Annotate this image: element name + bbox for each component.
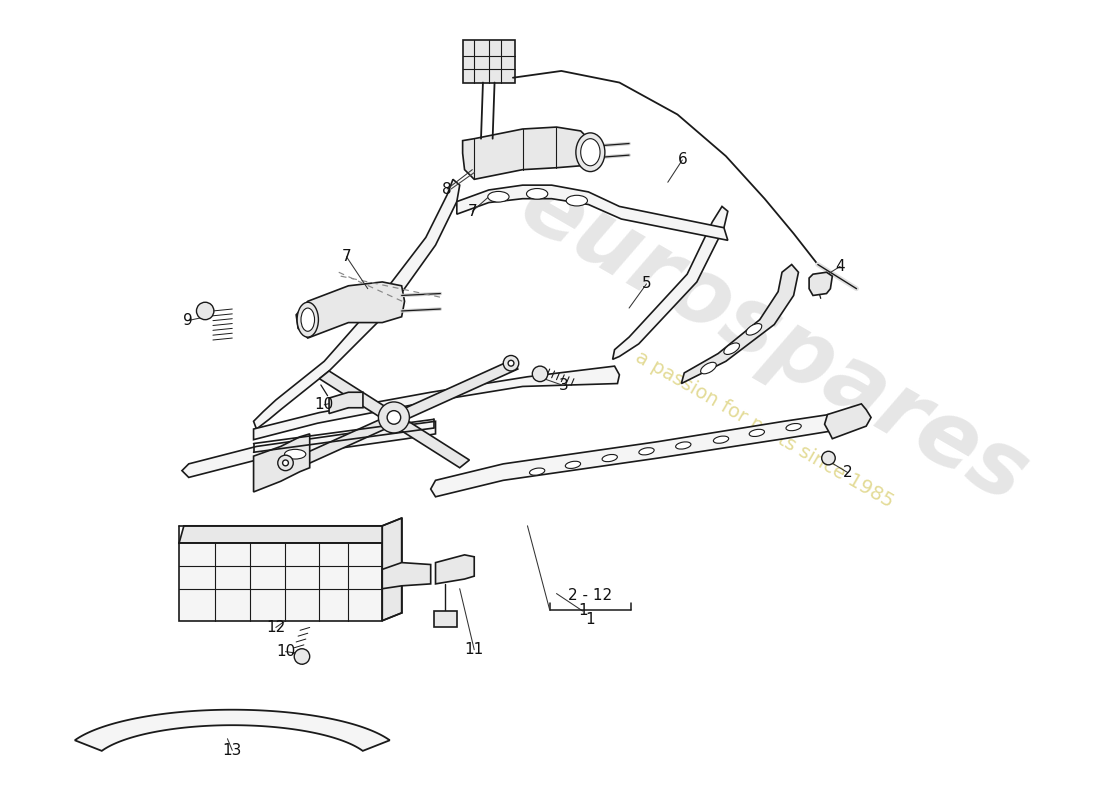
Ellipse shape (301, 308, 315, 331)
Circle shape (294, 649, 310, 664)
Text: 2: 2 (843, 465, 852, 480)
Polygon shape (383, 518, 402, 621)
Text: 10: 10 (276, 644, 295, 659)
Text: 7: 7 (342, 250, 351, 264)
Ellipse shape (487, 191, 509, 202)
Text: a passion for parts since 1985: a passion for parts since 1985 (632, 347, 896, 511)
Polygon shape (280, 359, 518, 470)
Circle shape (278, 455, 294, 470)
Polygon shape (433, 611, 456, 627)
Text: 9: 9 (183, 313, 192, 328)
Polygon shape (383, 562, 431, 589)
Polygon shape (681, 265, 799, 383)
Text: 3: 3 (559, 378, 568, 393)
Polygon shape (613, 206, 728, 359)
Circle shape (532, 366, 548, 382)
Polygon shape (463, 40, 515, 82)
Polygon shape (431, 410, 866, 497)
Ellipse shape (529, 468, 544, 475)
Polygon shape (463, 127, 591, 179)
Ellipse shape (746, 323, 762, 335)
Text: 4: 4 (835, 259, 845, 274)
Circle shape (508, 360, 514, 366)
Text: 6: 6 (678, 153, 688, 167)
Polygon shape (810, 272, 833, 295)
Ellipse shape (576, 133, 605, 171)
Text: 10: 10 (315, 398, 333, 412)
Polygon shape (436, 555, 474, 584)
Text: 2 - 12: 2 - 12 (569, 588, 613, 603)
Text: 11: 11 (464, 642, 484, 657)
Ellipse shape (285, 450, 306, 459)
Ellipse shape (675, 442, 691, 449)
Circle shape (504, 355, 519, 371)
Circle shape (283, 460, 288, 466)
Circle shape (387, 410, 400, 424)
Ellipse shape (566, 195, 587, 206)
Polygon shape (254, 434, 310, 492)
Polygon shape (254, 179, 460, 429)
Ellipse shape (581, 138, 601, 166)
Polygon shape (825, 404, 871, 438)
Ellipse shape (786, 423, 801, 430)
Polygon shape (456, 185, 728, 240)
Ellipse shape (749, 430, 764, 437)
Text: 13: 13 (222, 743, 242, 758)
Ellipse shape (565, 462, 581, 469)
Text: eurospares: eurospares (505, 161, 1044, 522)
Ellipse shape (297, 302, 318, 337)
Ellipse shape (527, 189, 548, 199)
Polygon shape (329, 392, 363, 414)
Text: 1: 1 (585, 612, 595, 627)
Text: 12: 12 (266, 620, 286, 635)
Circle shape (197, 302, 213, 320)
Ellipse shape (639, 448, 654, 455)
Polygon shape (182, 422, 436, 478)
Text: 1: 1 (578, 603, 587, 618)
Text: 5: 5 (641, 276, 651, 291)
Text: 8: 8 (442, 182, 452, 197)
Polygon shape (296, 282, 405, 338)
Ellipse shape (724, 343, 739, 354)
Ellipse shape (701, 362, 716, 374)
Circle shape (822, 451, 835, 465)
Ellipse shape (714, 436, 728, 443)
Polygon shape (254, 366, 619, 440)
Polygon shape (179, 526, 383, 543)
Polygon shape (179, 543, 383, 621)
Ellipse shape (602, 454, 617, 462)
Polygon shape (75, 710, 389, 751)
Text: 7: 7 (468, 204, 477, 218)
Polygon shape (319, 371, 470, 468)
Circle shape (378, 402, 409, 433)
